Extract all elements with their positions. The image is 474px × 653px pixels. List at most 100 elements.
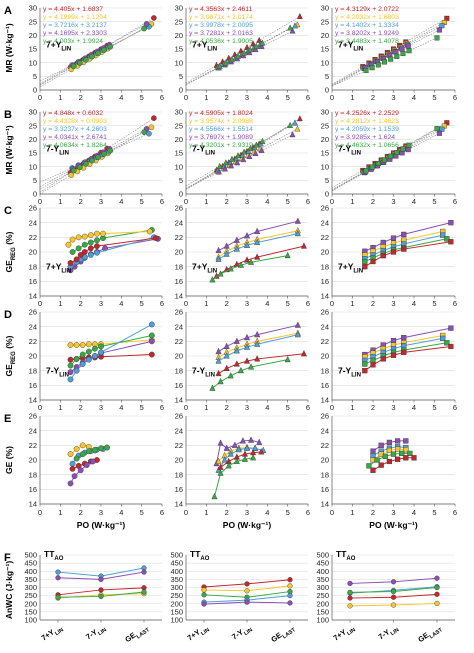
x-tick-label: 1 xyxy=(350,93,354,102)
x-tick-label: 1 xyxy=(204,93,208,102)
circle-marker xyxy=(67,369,74,376)
category-label: 7-YLIN xyxy=(377,622,401,644)
x-tick-label: 1 xyxy=(350,197,354,206)
triangle-marker xyxy=(223,364,230,371)
x-tick-label: 6 xyxy=(160,299,164,308)
square-marker xyxy=(400,146,406,152)
y-tick-label: 150 xyxy=(24,607,37,616)
y-tick-label: 18 xyxy=(175,262,183,271)
square-marker xyxy=(380,239,386,246)
y-tick-label: 10 xyxy=(175,58,183,67)
triangle-marker xyxy=(253,42,260,49)
x-tick-label: 6 xyxy=(453,403,457,412)
x-tick-label: 2 xyxy=(371,93,375,102)
circle-marker xyxy=(94,237,100,244)
triangle-marker xyxy=(217,439,224,446)
y-tick-label: 15 xyxy=(29,45,37,54)
circle-marker xyxy=(77,164,83,171)
circle-marker xyxy=(77,60,83,66)
equation-label: y = 4.3201x + 2.9319 xyxy=(189,142,253,149)
x-tick-label: 4 xyxy=(265,403,269,412)
circle-marker xyxy=(146,228,153,235)
circle-marker xyxy=(390,602,397,608)
square-marker xyxy=(390,235,397,241)
trendline xyxy=(331,128,438,192)
circle-marker xyxy=(85,341,92,348)
triangle-marker xyxy=(287,121,294,128)
y-tick-label: 22 xyxy=(29,233,37,242)
square-marker xyxy=(370,357,376,364)
trendline xyxy=(185,134,293,190)
y-tick-label: 18 xyxy=(321,262,329,271)
circle-marker xyxy=(287,583,293,589)
y-tick-label: 22 xyxy=(175,337,183,346)
y-axis-label: GEREG (%) xyxy=(4,231,17,272)
circle-marker xyxy=(94,249,100,256)
triangle-marker xyxy=(284,251,291,259)
x-tick-label: 5 xyxy=(286,299,290,308)
y-axis-label: GEREG (%) xyxy=(4,335,17,376)
y-tick-label: 5 xyxy=(325,176,329,185)
y-tick-label: 30 xyxy=(175,108,183,117)
x-tick-label: 3 xyxy=(99,93,103,102)
square-marker xyxy=(390,338,397,344)
triangle-marker xyxy=(254,238,261,245)
triangle-marker xyxy=(237,261,244,268)
circle-marker xyxy=(104,444,111,451)
x-tick-label: 5 xyxy=(286,403,290,412)
square-marker xyxy=(448,220,454,226)
x-tick-label: 5 xyxy=(432,197,436,206)
y-tick-label: 200 xyxy=(316,599,329,608)
square-marker xyxy=(386,458,393,465)
square-marker xyxy=(406,48,412,54)
x-tick-label: 0 xyxy=(38,403,42,412)
y-tick-label: 22 xyxy=(175,233,183,242)
x-tick-label: 0 xyxy=(38,508,42,517)
y-tick-label: 0 xyxy=(325,86,329,95)
y-tick-label: 300 xyxy=(316,583,329,592)
y-tick-label: 26 xyxy=(29,412,37,421)
y-tick-label: 14 xyxy=(175,292,183,301)
square-marker xyxy=(436,27,442,33)
y-tick-label: 20 xyxy=(175,248,183,257)
y-tick-label: 24 xyxy=(29,322,37,331)
condition-label: 7+YLIN xyxy=(338,39,363,52)
circle-marker xyxy=(65,241,72,248)
x-tick-label: 3 xyxy=(245,299,249,308)
y-tick-label: 300 xyxy=(24,583,37,592)
triangle-marker xyxy=(294,330,301,338)
equation-label: y = 3.7697x + 1.9089 xyxy=(189,134,253,141)
y-tick-label: 24 xyxy=(29,218,37,227)
equation-label: y = 4.4632x + 1.0656 xyxy=(335,142,399,149)
y-tick-label: 10 xyxy=(175,162,183,171)
circle-marker xyxy=(75,234,82,241)
square-marker xyxy=(390,451,397,457)
circle-marker xyxy=(141,589,147,595)
circle-marker xyxy=(67,480,74,487)
x-tick-label: 2 xyxy=(79,93,83,102)
x-tick-label: 3 xyxy=(391,403,395,412)
square-marker xyxy=(444,236,450,242)
circle-marker xyxy=(434,575,440,581)
x-tick-label: 3 xyxy=(99,508,103,517)
y-tick-label: 14 xyxy=(321,292,329,301)
condition-label: 7-YLIN xyxy=(46,143,69,156)
equation-label: y = 3.9871x + 2.0174 xyxy=(189,14,253,21)
triangle-marker xyxy=(227,372,234,379)
condition-label: 7+YLIN xyxy=(46,262,71,275)
triangle-marker xyxy=(239,437,246,444)
x-tick-label: 3 xyxy=(245,197,249,206)
y-tick-label: 18 xyxy=(321,366,329,375)
circle-marker xyxy=(77,467,84,474)
y-tick-label: 22 xyxy=(29,337,37,346)
triangle-marker xyxy=(225,462,232,469)
square-marker xyxy=(388,153,394,159)
square-marker xyxy=(386,447,393,454)
square-marker xyxy=(406,142,412,148)
trendline xyxy=(39,28,145,85)
condition-label: 7-YLIN xyxy=(338,366,361,379)
